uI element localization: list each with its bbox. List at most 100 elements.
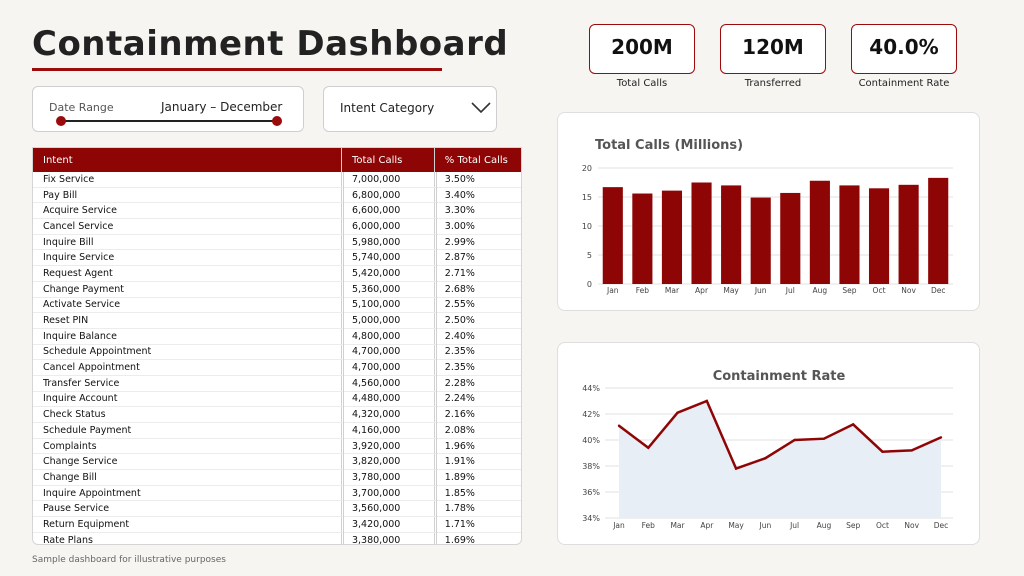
table-row[interactable]: Inquire Balance 4,800,000 2.40% (33, 328, 521, 345)
table-row[interactable]: Request Agent 5,420,000 2.71% (33, 265, 521, 282)
table-row[interactable]: Change Payment 5,360,000 2.68% (33, 281, 521, 298)
date-range-slider-track[interactable] (61, 120, 276, 122)
kpi-containment-rate-label: Containment Rate (858, 78, 950, 89)
cell-total-calls: 7,000,000 (340, 172, 435, 188)
cell-total-calls: 3,780,000 (340, 469, 435, 486)
column-header-total-calls[interactable]: Total Calls (340, 148, 435, 172)
column-header-pct-total-calls[interactable]: % Total Calls (433, 148, 521, 172)
x-tick-label: Jul (789, 521, 799, 530)
chevron-down-icon[interactable] (470, 101, 492, 115)
x-tick-label: Feb (636, 286, 650, 295)
column-divider (343, 172, 344, 544)
table-row[interactable]: Schedule Payment 4,160,000 2.08% (33, 422, 521, 439)
cell-total-calls: 3,380,000 (340, 532, 435, 544)
total-calls-chart-card: Total Calls (Millions) 0 5 10 15 20 Jan Feb Mar A… (557, 112, 980, 311)
column-divider (436, 172, 437, 544)
table-row[interactable]: Reset PIN 5,000,000 2.50% (33, 312, 521, 329)
date-range-start-handle[interactable] (56, 116, 66, 126)
intent-table: Intent Total Calls % Total Calls Fix Ser… (32, 147, 522, 545)
cell-intent: Inquire Balance (33, 328, 342, 345)
y-tick-label: 36% (582, 488, 600, 497)
date-range-value: January – December (161, 100, 283, 114)
table-row[interactable]: Schedule Appointment 4,700,000 2.35% (33, 344, 521, 361)
y-tick-label: 38% (582, 462, 600, 471)
kpi-total-calls: 200M (589, 24, 695, 74)
cell-pct-total-calls: 2.68% (433, 281, 521, 298)
date-range-end-handle[interactable] (272, 116, 282, 126)
cell-intent: Inquire Account (33, 391, 342, 408)
cell-pct-total-calls: 3.00% (433, 218, 521, 235)
x-tick-label: Jan (606, 286, 619, 295)
cell-pct-total-calls: 2.55% (433, 297, 521, 314)
table-row[interactable]: Change Bill 3,780,000 1.89% (33, 469, 521, 486)
table-row[interactable]: Pause Service 3,560,000 1.78% (33, 500, 521, 518)
cell-pct-total-calls: 2.16% (433, 406, 521, 423)
table-header-row: Intent Total Calls % Total Calls (33, 148, 521, 172)
table-row[interactable]: Change Service 3,820,000 1.91% (33, 453, 521, 471)
bar (721, 185, 742, 284)
table-row[interactable]: Rate Plans 3,380,000 1.69% (33, 532, 521, 544)
table-row[interactable]: Check Status 4,320,000 2.16% (33, 406, 521, 423)
table-row[interactable]: Return Equipment 3,420,000 1.71% (33, 516, 521, 533)
cell-pct-total-calls: 2.99% (433, 234, 521, 251)
y-tick-label: 10 (582, 222, 592, 231)
table-row[interactable]: Transfer Service 4,560,000 2.28% (33, 375, 521, 392)
data-point (647, 446, 650, 449)
cell-total-calls: 4,320,000 (340, 406, 435, 423)
cell-total-calls: 6,600,000 (340, 202, 435, 220)
cell-intent: Activate Service (33, 297, 342, 314)
containment-rate-chart-card: Containment Rate 34% 36% 38% 40% 42% 44% Jan Feb… (557, 342, 980, 545)
bar (602, 187, 623, 284)
x-tick-label: May (728, 521, 744, 530)
table-row[interactable]: Inquire Service 5,740,000 2.87% (33, 249, 521, 267)
bar (898, 184, 919, 284)
title-underline (32, 68, 442, 71)
cell-pct-total-calls: 2.71% (433, 265, 521, 282)
cell-total-calls: 4,560,000 (340, 375, 435, 392)
cell-total-calls: 3,700,000 (340, 485, 435, 502)
column-header-intent[interactable]: Intent (43, 154, 73, 166)
kpi-transferred-value: 120M (742, 35, 804, 59)
x-tick-label: Mar (670, 521, 685, 530)
cell-pct-total-calls: 1.91% (433, 453, 521, 471)
bar (691, 182, 712, 284)
intent-category-dropdown[interactable]: Intent Category (323, 86, 497, 132)
cell-total-calls: 6,000,000 (340, 218, 435, 235)
table-row[interactable]: Complaints 3,920,000 1.96% (33, 438, 521, 455)
table-row[interactable]: Inquire Bill 5,980,000 2.99% (33, 234, 521, 251)
cell-pct-total-calls: 2.40% (433, 328, 521, 345)
table-row[interactable]: Inquire Appointment 3,700,000 1.85% (33, 485, 521, 502)
table-row[interactable]: Activate Service 5,100,000 2.55% (33, 297, 521, 314)
table-row[interactable]: Cancel Service 6,000,000 3.00% (33, 218, 521, 235)
data-point (705, 399, 709, 403)
y-tick-label: 0 (587, 280, 592, 289)
cell-intent: Inquire Appointment (33, 485, 342, 502)
x-tick-label: Jan (612, 521, 625, 530)
data-point (617, 424, 621, 427)
chart-title: Containment Rate (713, 369, 846, 384)
chart-title: Total Calls (Millions) (595, 138, 743, 153)
x-tick-label: Oct (873, 286, 886, 295)
table-row[interactable]: Cancel Appointment 4,700,000 2.35% (33, 359, 521, 376)
x-tick-label: Sep (842, 286, 856, 295)
y-tick-label: 44% (582, 384, 600, 393)
x-tick-label: Oct (876, 521, 889, 530)
cell-pct-total-calls: 2.24% (433, 391, 521, 408)
cell-total-calls: 4,800,000 (340, 328, 435, 345)
cell-intent: Pay Bill (33, 187, 342, 204)
cell-intent: Change Service (33, 453, 342, 471)
cell-total-calls: 5,100,000 (340, 297, 435, 314)
x-tick-label: Dec (934, 521, 949, 530)
kpi-containment-rate-value: 40.0% (869, 35, 939, 59)
cell-intent: Request Agent (33, 265, 342, 282)
date-range-filter[interactable]: Date Range January – December (32, 86, 304, 132)
x-tick-label: Jun (754, 286, 767, 295)
cell-total-calls: 5,360,000 (340, 281, 435, 298)
x-tick-label: Mar (665, 286, 680, 295)
kpi-total-calls-value: 200M (611, 35, 673, 59)
table-row[interactable]: Fix Service 7,000,000 3.50% (33, 172, 521, 188)
table-row[interactable]: Inquire Account 4,480,000 2.24% (33, 391, 521, 408)
table-row[interactable]: Acquire Service 6,600,000 3.30% (33, 202, 521, 220)
data-point (910, 449, 913, 452)
table-row[interactable]: Pay Bill 6,800,000 3.40% (33, 187, 521, 204)
